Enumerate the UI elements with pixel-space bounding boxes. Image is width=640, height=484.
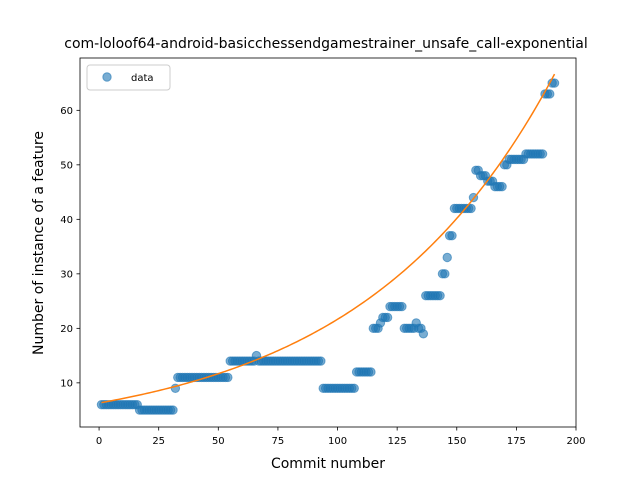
legend-box (86, 64, 171, 91)
x-tick-label: 175 (507, 436, 526, 447)
data-point (442, 252, 452, 263)
data-point (382, 312, 393, 323)
x-tick-label: 100 (328, 436, 347, 447)
legend: data (86, 64, 171, 91)
y-tick-label: 40 (60, 215, 73, 226)
data-point (223, 372, 233, 383)
y-tick-label: 20 (60, 324, 73, 335)
y-tick-label: 60 (60, 106, 73, 117)
axes-frame (79, 57, 577, 428)
x-tick-label: 200 (566, 436, 585, 447)
data-point (435, 290, 445, 301)
x-tick-label: 0 (96, 436, 102, 447)
x-tick-label: 50 (212, 436, 225, 447)
data-point (366, 367, 376, 377)
data-point (349, 383, 359, 394)
y-axis-label: Number of instance of a feature (31, 131, 47, 355)
x-axis-label: Commit number (271, 456, 385, 472)
y-tick-label: 50 (60, 160, 73, 171)
data-point (537, 149, 548, 159)
y-tick-label: 10 (60, 378, 73, 389)
y-tick-label: 30 (60, 269, 73, 280)
legend-label-data: data (131, 73, 154, 84)
fit-line (101, 73, 556, 404)
x-tick-label: 75 (272, 436, 285, 447)
data-point (168, 405, 178, 415)
plot-area (96, 73, 560, 415)
data-point (418, 329, 429, 339)
data-point (497, 181, 507, 192)
data-point (545, 89, 555, 99)
chart-title: com-loloof64-android-basicchessendgamest… (64, 36, 587, 52)
x-tick-label: 150 (447, 436, 466, 447)
data-point (397, 301, 407, 312)
x-tick-label: 125 (388, 436, 407, 447)
x-tick-label: 25 (152, 436, 165, 447)
data-point (316, 356, 326, 366)
legend-marker-data (102, 72, 112, 82)
data-point (447, 230, 457, 241)
data-point (440, 269, 450, 279)
data-point (466, 203, 476, 214)
